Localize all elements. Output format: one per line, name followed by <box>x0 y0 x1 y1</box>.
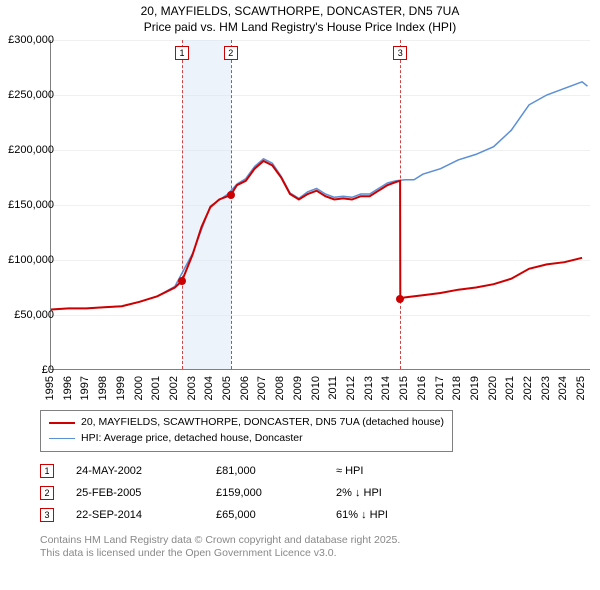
x-tick-label: 2024 <box>557 376 569 400</box>
x-tick-label: 2015 <box>398 376 410 400</box>
series-hpi-line <box>51 82 588 310</box>
series-property-line <box>51 161 582 310</box>
marker-dot-2 <box>227 191 235 199</box>
footer-attribution: Contains HM Land Registry data © Crown c… <box>40 534 400 560</box>
legend-label-property: 20, MAYFIELDS, SCAWTHORPE, DONCASTER, DN… <box>81 415 444 431</box>
x-tick-label: 2017 <box>434 376 446 400</box>
marker-box-1: 1 <box>175 46 189 60</box>
x-tick-label: 2019 <box>469 376 481 400</box>
x-tick-label: 2025 <box>575 376 587 400</box>
marker-dot-1 <box>178 277 186 285</box>
x-tick-label: 1997 <box>79 376 91 400</box>
x-tick-label: 1999 <box>115 376 127 400</box>
transaction-marker-1: 1 <box>40 464 54 478</box>
legend-label-hpi: HPI: Average price, detached house, Donc… <box>81 431 303 447</box>
transaction-row: 3 22-SEP-2014 £65,000 61% ↓ HPI <box>40 504 456 526</box>
x-tick-label: 2020 <box>487 376 499 400</box>
x-tick-label: 2006 <box>239 376 251 400</box>
transaction-price: £65,000 <box>216 509 336 521</box>
y-tick-label: £100,000 <box>6 254 54 266</box>
marker-box-3: 3 <box>393 46 407 60</box>
x-tick-label: 2021 <box>504 376 516 400</box>
transaction-price: £159,000 <box>216 487 336 499</box>
legend-swatch-hpi <box>49 438 75 439</box>
x-tick-label: 2000 <box>133 376 145 400</box>
y-tick-label: £50,000 <box>6 309 54 321</box>
transaction-delta: 61% ↓ HPI <box>336 509 456 521</box>
marker-dot-3 <box>396 295 404 303</box>
x-tick-label: 2005 <box>221 376 233 400</box>
x-tick-label: 2023 <box>540 376 552 400</box>
x-tick-label: 1998 <box>97 376 109 400</box>
x-tick-label: 2009 <box>292 376 304 400</box>
x-tick-label: 2003 <box>186 376 198 400</box>
line-series-svg <box>51 40 590 369</box>
x-tick-label: 2022 <box>522 376 534 400</box>
y-tick-label: £150,000 <box>6 199 54 211</box>
y-tick-label: £200,000 <box>6 144 54 156</box>
x-tick-label: 2013 <box>363 376 375 400</box>
chart-plot-area: 1 2 3 <box>50 40 590 370</box>
transaction-delta: 2% ↓ HPI <box>336 487 456 499</box>
title-line-1: 20, MAYFIELDS, SCAWTHORPE, DONCASTER, DN… <box>0 4 600 20</box>
transaction-date: 25-FEB-2005 <box>76 487 216 499</box>
transaction-delta: ≈ HPI <box>336 465 456 477</box>
legend-item-hpi: HPI: Average price, detached house, Donc… <box>49 431 444 447</box>
y-tick-label: £250,000 <box>6 89 54 101</box>
legend-swatch-property <box>49 422 75 424</box>
x-tick-label: 2012 <box>345 376 357 400</box>
x-tick-label: 2010 <box>310 376 322 400</box>
x-tick-label: 2016 <box>416 376 428 400</box>
chart-container: 20, MAYFIELDS, SCAWTHORPE, DONCASTER, DN… <box>0 0 600 590</box>
x-tick-label: 1995 <box>44 376 56 400</box>
transaction-row: 2 25-FEB-2005 £159,000 2% ↓ HPI <box>40 482 456 504</box>
x-tick-label: 2007 <box>256 376 268 400</box>
x-tick-label: 2018 <box>451 376 463 400</box>
transaction-row: 1 24-MAY-2002 £81,000 ≈ HPI <box>40 460 456 482</box>
transaction-date: 24-MAY-2002 <box>76 465 216 477</box>
legend-item-property: 20, MAYFIELDS, SCAWTHORPE, DONCASTER, DN… <box>49 415 444 431</box>
x-tick-label: 2011 <box>327 376 339 400</box>
x-tick-label: 2014 <box>380 376 392 400</box>
transaction-date: 22-SEP-2014 <box>76 509 216 521</box>
x-tick-label: 2001 <box>150 376 162 400</box>
y-tick-label: £300,000 <box>6 34 54 46</box>
footer-line-1: Contains HM Land Registry data © Crown c… <box>40 534 400 547</box>
footer-line-2: This data is licensed under the Open Gov… <box>40 547 400 560</box>
x-tick-label: 2008 <box>274 376 286 400</box>
transaction-marker-3: 3 <box>40 508 54 522</box>
title-block: 20, MAYFIELDS, SCAWTHORPE, DONCASTER, DN… <box>0 0 600 37</box>
x-tick-label: 1996 <box>62 376 74 400</box>
title-line-2: Price paid vs. HM Land Registry's House … <box>0 20 600 36</box>
transaction-price: £81,000 <box>216 465 336 477</box>
legend: 20, MAYFIELDS, SCAWTHORPE, DONCASTER, DN… <box>40 410 453 452</box>
x-tick-label: 2002 <box>168 376 180 400</box>
transaction-marker-2: 2 <box>40 486 54 500</box>
marker-box-2: 2 <box>224 46 238 60</box>
x-tick-label: 2004 <box>203 376 215 400</box>
transactions-table: 1 24-MAY-2002 £81,000 ≈ HPI 2 25-FEB-200… <box>40 460 456 526</box>
y-tick-label: £0 <box>6 364 54 376</box>
